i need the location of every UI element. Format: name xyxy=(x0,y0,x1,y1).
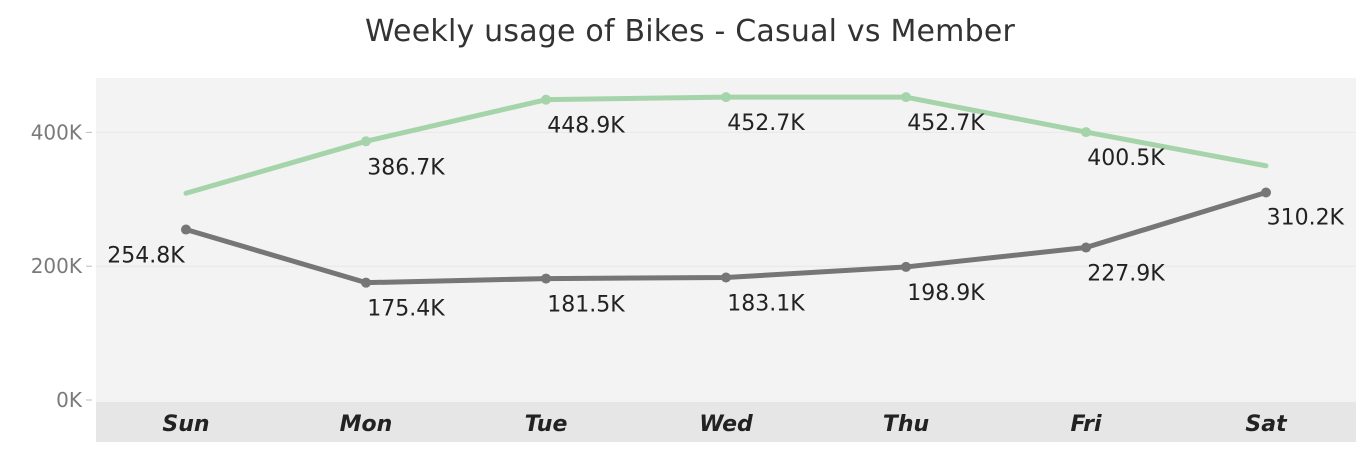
x-tick-label-sat: Sat xyxy=(1245,412,1288,437)
series-1-point-wed xyxy=(721,272,731,283)
y-tick-label: 0K xyxy=(56,388,83,412)
x-tick-label-thu: Thu xyxy=(883,412,929,437)
data-label-series-1-fri: 227.9K xyxy=(1087,262,1165,287)
data-label-series-1-tue: 181.5K xyxy=(547,293,625,318)
data-labels: 386.7K 448.9K 452.7K 452.7K 400.5K 254.8K 175.… xyxy=(107,111,1344,322)
x-tick-label-wed: Wed xyxy=(699,412,753,437)
y-axis: 0K 200K 400K xyxy=(31,120,92,412)
series-0-point-thu xyxy=(901,92,911,103)
series-0-point-fri xyxy=(1081,127,1091,138)
series-layer xyxy=(181,92,1271,288)
series-0-point-wed xyxy=(721,92,731,103)
data-label-series-1-sun: 254.8K xyxy=(107,244,185,269)
y-tick-label: 200K xyxy=(31,254,83,278)
series-1-point-thu xyxy=(901,261,911,272)
series-1-point-sun xyxy=(181,224,191,235)
series-0-point-mon xyxy=(361,136,371,147)
series-0-point-tue xyxy=(541,94,551,105)
x-axis: Sun Mon Tue Wed Thu Fri Sat xyxy=(162,412,1288,437)
series-1-point-fri xyxy=(1081,242,1091,253)
data-label-series-0-tue: 448.9K xyxy=(547,114,625,139)
x-tick-label-sun: Sun xyxy=(162,412,209,437)
plot-background xyxy=(96,78,1356,402)
y-tick-label: 400K xyxy=(31,120,83,144)
series-1-point-tue xyxy=(541,273,551,284)
x-axis-band xyxy=(96,402,1356,442)
data-label-series-1-sat: 310.2K xyxy=(1267,205,1345,230)
x-tick-label-fri: Fri xyxy=(1070,412,1101,437)
data-label-series-0-fri: 400.5K xyxy=(1087,146,1165,171)
data-label-series-0-wed: 452.7K xyxy=(727,111,805,136)
data-label-series-0-mon: 386.7K xyxy=(367,155,445,180)
data-label-series-1-thu: 198.9K xyxy=(907,281,985,306)
data-label-series-1-mon: 175.4K xyxy=(367,297,445,322)
data-label-series-1-wed: 183.1K xyxy=(727,292,805,317)
series-1-point-sat xyxy=(1261,187,1271,198)
x-tick-label-mon: Mon xyxy=(340,412,393,437)
data-label-series-0-thu: 452.7K xyxy=(907,111,985,136)
series-1-point-mon xyxy=(361,277,371,288)
x-tick-label-tue: Tue xyxy=(525,412,568,437)
chart-title: Weekly usage of Bikes - Casual vs Member xyxy=(364,14,1016,49)
